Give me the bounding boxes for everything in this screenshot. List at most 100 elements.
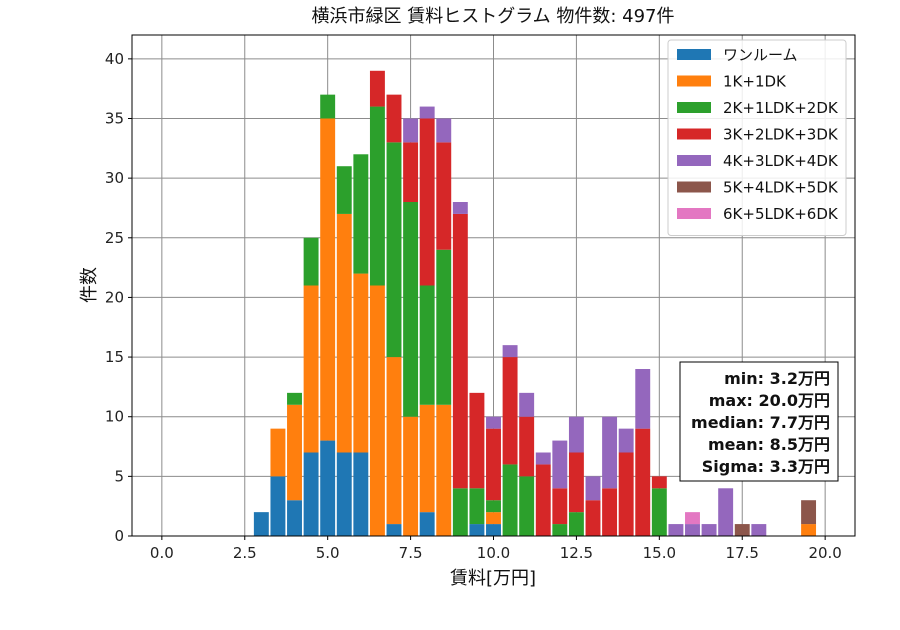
- y-tick-label: 0: [114, 527, 124, 545]
- bar: [602, 416, 618, 489]
- y-tick-label: 25: [105, 229, 124, 247]
- bar: [419, 106, 435, 119]
- bar: [336, 452, 352, 536]
- bar: [718, 488, 734, 536]
- x-tick-label: 7.5: [399, 544, 423, 562]
- bar: [801, 524, 817, 536]
- bar: [386, 357, 402, 525]
- bar: [701, 524, 717, 536]
- bar: [635, 369, 651, 429]
- bar: [552, 488, 568, 525]
- bar: [502, 464, 518, 536]
- y-tick-label: 15: [105, 348, 124, 366]
- y-tick-label: 5: [114, 467, 124, 485]
- bar: [436, 249, 452, 405]
- bar: [253, 512, 269, 536]
- y-tick-label: 20: [105, 288, 124, 306]
- bar: [568, 452, 584, 513]
- legend-label: 1K+1DK: [723, 73, 787, 91]
- legend-label: 6K+5LDK+6DK: [723, 205, 839, 223]
- bar: [469, 488, 485, 525]
- bar: [419, 404, 435, 513]
- bar: [552, 440, 568, 489]
- bar: [287, 500, 302, 536]
- bar: [502, 345, 518, 358]
- bar: [270, 476, 286, 536]
- bar: [568, 416, 584, 453]
- bar: [287, 392, 302, 405]
- x-tick-label: 12.5: [560, 544, 593, 562]
- bar: [585, 476, 601, 501]
- x-tick-labels: 0.0 2.5 5.0 7.5 10.0 12.5 15.0 17.5 20.0: [150, 536, 842, 562]
- grid-lines: [132, 35, 855, 537]
- bar: [486, 512, 501, 525]
- bar: [535, 452, 551, 465]
- bar: [568, 512, 584, 536]
- legend-label: 2K+1LDK+2DK: [723, 99, 839, 117]
- y-tick-label: 40: [105, 50, 124, 68]
- bars: [253, 70, 817, 536]
- bar: [419, 118, 435, 286]
- bar: [386, 524, 402, 536]
- bar: [369, 70, 385, 107]
- stats-line: min: 3.2万円: [724, 369, 830, 388]
- bar: [685, 524, 700, 536]
- bar: [320, 94, 336, 119]
- x-tick-label: 17.5: [726, 544, 759, 562]
- bar: [336, 166, 352, 214]
- legend-swatch: [677, 128, 711, 140]
- bar: [452, 213, 468, 489]
- bar: [303, 237, 319, 286]
- bar: [353, 273, 369, 453]
- bar: [403, 142, 419, 202]
- x-tick-label: 0.0: [150, 544, 174, 562]
- bar: [270, 428, 286, 477]
- bar: [386, 142, 402, 358]
- bar: [419, 285, 435, 405]
- bar: [486, 500, 501, 513]
- bar: [303, 285, 319, 453]
- x-tick-label: 20.0: [808, 544, 841, 562]
- bar: [486, 416, 501, 429]
- bar: [303, 452, 319, 536]
- bar: [452, 488, 468, 536]
- stats-line: max: 20.0万円: [709, 391, 830, 410]
- bar: [519, 392, 535, 417]
- bar: [801, 500, 817, 525]
- bar: [353, 154, 369, 274]
- x-tick-label: 5.0: [316, 544, 340, 562]
- chart-title: 横浜市緑区 賃料ヒストグラム 物件数: 497件: [311, 6, 674, 27]
- legend-swatch: [677, 49, 711, 60]
- bar: [685, 512, 700, 525]
- y-tick-label: 35: [105, 110, 124, 128]
- bar: [469, 392, 485, 489]
- bar: [353, 452, 369, 536]
- bar: [635, 428, 651, 536]
- legend-swatch: [677, 208, 711, 219]
- bar: [519, 416, 535, 477]
- bar: [651, 488, 667, 536]
- bar: [403, 416, 419, 536]
- legend-swatch: [677, 102, 711, 113]
- legend-swatch: [677, 75, 711, 87]
- bar: [436, 404, 452, 536]
- bar: [386, 94, 402, 143]
- y-tick-label: 30: [105, 169, 124, 187]
- bar: [486, 524, 501, 536]
- stats-frame: [679, 361, 839, 482]
- stats-line: median: 7.7万円: [691, 413, 830, 432]
- bar: [419, 512, 435, 536]
- bar: [651, 476, 667, 489]
- bar: [585, 500, 601, 536]
- y-tick-label: 10: [105, 408, 124, 426]
- bar: [336, 213, 352, 453]
- y-axis-label: 件数: [79, 267, 100, 303]
- legend-swatch: [677, 155, 711, 166]
- x-axis-label: 賃料[万円]: [450, 568, 536, 589]
- bar: [602, 488, 618, 536]
- bar: [469, 524, 485, 536]
- legend-label: 5K+4LDK+5DK: [723, 179, 839, 197]
- x-tick-label: 2.5: [233, 544, 257, 562]
- bar: [618, 428, 634, 453]
